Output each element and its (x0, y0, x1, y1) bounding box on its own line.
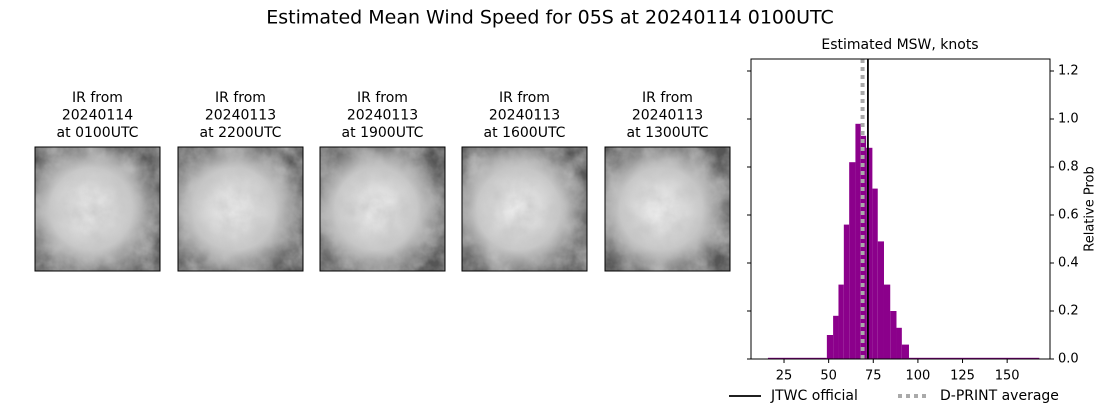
image-caption: at 1600UTC (484, 125, 566, 141)
image-caption: at 0100UTC (57, 125, 139, 141)
ir-image-texture (605, 147, 730, 271)
image-caption: 20240113 (632, 108, 703, 124)
y-tick-label: 1.0 (1058, 112, 1079, 127)
ir-image-texture (35, 147, 160, 271)
ir-image-frame (461, 146, 588, 272)
x-tick-label: 125 (950, 369, 975, 384)
ir-image-texture (320, 147, 445, 271)
ir-image-frame (604, 146, 731, 272)
x-tick-label: 75 (865, 369, 882, 384)
x-tick-label: 150 (995, 369, 1020, 384)
histogram-bar (908, 357, 1040, 359)
image-caption: IR from (215, 90, 266, 106)
histogram-bar (877, 241, 884, 359)
image-caption: 20240114 (62, 108, 133, 124)
figure-title: Estimated Mean Wind Speed for 05S at 202… (266, 7, 834, 29)
histogram-bar (767, 357, 827, 359)
histogram-bar (901, 344, 909, 359)
legend-label: JTWC official (770, 388, 858, 404)
histogram-bar (866, 147, 873, 359)
y-tick-label: 0.4 (1058, 256, 1079, 271)
histogram-bar (843, 224, 850, 359)
x-tick-label: 100 (905, 369, 930, 384)
image-caption: 20240113 (489, 108, 560, 124)
histogram-bar (855, 123, 861, 359)
image-caption: IR from (642, 90, 693, 106)
histogram-bar (849, 162, 856, 359)
image-caption: IR from (357, 90, 408, 106)
image-caption: 20240113 (347, 108, 418, 124)
legend-label: D-PRINT average (940, 388, 1059, 404)
ir-image-frame (177, 146, 304, 272)
ir-image-frame (319, 146, 446, 272)
x-tick-label: 50 (820, 369, 837, 384)
y-tick-label: 1.2 (1058, 64, 1079, 79)
ir-image-frame (34, 146, 161, 272)
histogram-bar (896, 327, 902, 359)
y-tick-label: 0.2 (1058, 304, 1079, 319)
y-tick-label: 0.8 (1058, 160, 1079, 175)
image-caption: IR from (72, 90, 123, 106)
image-caption: IR from (499, 90, 550, 106)
y-tick-label: 0.6 (1058, 208, 1079, 223)
histogram-bar (838, 284, 844, 359)
image-caption: at 2200UTC (200, 125, 282, 141)
image-caption: at 1300UTC (627, 125, 709, 141)
y-axis-label: Relative Prob (1083, 166, 1098, 251)
plot-frame (750, 58, 1051, 360)
ir-image-texture (462, 147, 587, 271)
histogram-bar (833, 315, 839, 359)
x-tick-label: 25 (776, 369, 793, 384)
image-caption: 20240113 (205, 108, 276, 124)
histogram-bar (890, 311, 897, 359)
ir-image-texture (178, 147, 303, 271)
panel-title: Estimated MSW, knots (821, 37, 978, 53)
histogram-bar (826, 335, 834, 359)
y-tick-label: 0.0 (1058, 352, 1079, 367)
histogram-bar (883, 284, 891, 359)
histogram-bar (872, 188, 878, 359)
histogram-bar (860, 135, 867, 359)
image-caption: at 1900UTC (342, 125, 424, 141)
